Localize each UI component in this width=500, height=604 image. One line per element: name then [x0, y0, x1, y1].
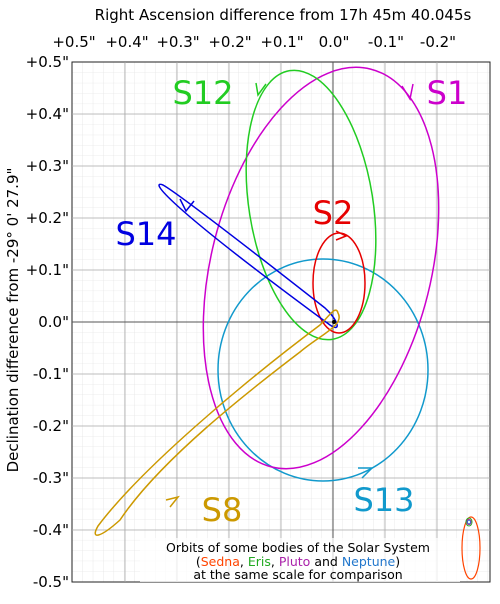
y-tick-label: +0.2"	[26, 209, 69, 227]
orbit-arrow-s13	[358, 467, 374, 479]
orbit-s8	[94, 309, 340, 536]
orbit-eris	[465, 517, 473, 527]
y-tick-label: +0.4"	[26, 105, 69, 123]
y-tick-label: -0.4"	[33, 521, 69, 539]
solar-system-orbits	[461, 516, 481, 580]
y-tick-label: -0.1"	[33, 365, 69, 383]
note-line2: (Sedna, Eris, Pluto and Neptune)	[196, 554, 400, 569]
x-tick-label: 0.0"	[319, 33, 350, 51]
note-comma: ,	[271, 554, 279, 569]
note-close: )	[395, 554, 400, 569]
x-tick-label: -0.1"	[368, 33, 404, 51]
orbit-arrow-s14	[179, 198, 195, 213]
orbit-arrow-s8	[165, 495, 180, 508]
note-sedna-name: Sedna	[201, 554, 240, 569]
x-axis-title: Right Ascension difference from 17h 45m …	[95, 6, 472, 24]
label-s2: S2	[313, 194, 354, 232]
orbit-sedna	[461, 516, 481, 580]
orbit-s12	[245, 69, 377, 341]
y-tick-label: +0.3"	[26, 157, 69, 175]
x-tick-label: +0.3"	[156, 33, 199, 51]
y-tick-label: -0.5"	[33, 573, 69, 591]
y-tick-label: +0.1"	[26, 261, 69, 279]
x-tick-label: +0.5"	[52, 33, 95, 51]
y-tick-label: 0.0"	[38, 313, 69, 331]
orbit-arrow-s2	[335, 230, 348, 241]
note-line1: Orbits of some bodies of the Solar Syste…	[166, 540, 430, 555]
label-s8: S8	[202, 491, 243, 529]
y-tick-label: -0.3"	[33, 469, 69, 487]
y-axis-title: Declination difference from -29° 0' 27.9…	[4, 168, 22, 473]
note-comma: ,	[240, 554, 248, 569]
x-tick-label: -0.2"	[420, 33, 456, 51]
note-sedna: (	[196, 554, 201, 569]
note-line3: at the same scale for comparison	[193, 567, 402, 582]
central-point	[332, 320, 336, 324]
orbit-s13	[217, 258, 429, 482]
x-tick-label: +0.2"	[208, 33, 251, 51]
orbit-arrow-s1	[401, 83, 414, 102]
x-tick-labels: +0.5" +0.4" +0.3" +0.2" +0.1" 0.0" -0.1"…	[52, 33, 456, 51]
label-s14: S14	[115, 215, 176, 253]
orbit-arrow-s12	[255, 82, 267, 97]
note-pluto-name: Pluto	[279, 554, 310, 569]
orbit-neptune	[467, 520, 471, 524]
note-neptune-name: Neptune	[342, 554, 396, 569]
x-tick-label: +0.4"	[105, 33, 148, 51]
y-tick-labels: +0.5" +0.4" +0.3" +0.2" +0.1" 0.0" -0.1"…	[26, 53, 69, 591]
note-and: and	[314, 554, 338, 569]
label-s12: S12	[172, 74, 233, 112]
y-tick-label: -0.2"	[33, 417, 69, 435]
y-tick-label: +0.5"	[26, 53, 69, 71]
orbit-s1	[202, 66, 440, 470]
label-s1: S1	[427, 74, 468, 112]
label-s13: S13	[353, 481, 414, 519]
note-background	[140, 538, 460, 582]
x-tick-label: +0.1"	[260, 33, 303, 51]
note-eris-name: Eris	[248, 554, 271, 569]
orbit-pluto	[466, 519, 472, 525]
orbit-s14	[158, 183, 338, 329]
